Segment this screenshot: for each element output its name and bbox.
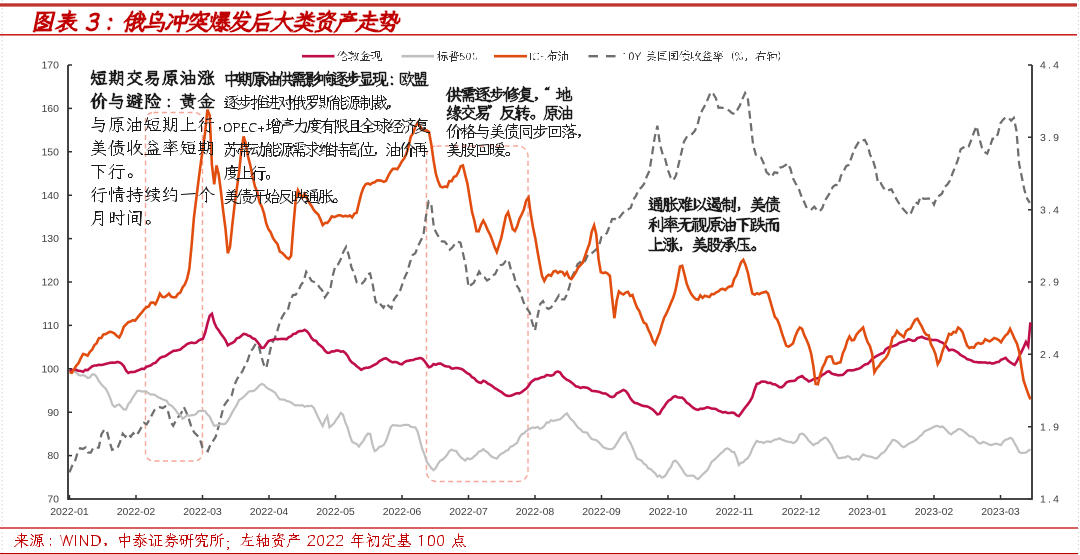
svg-text:2022-04: 2022-04 bbox=[250, 506, 289, 518]
svg-text:100: 100 bbox=[41, 363, 59, 375]
svg-text:90: 90 bbox=[47, 407, 59, 419]
svg-text:140: 140 bbox=[41, 190, 59, 202]
svg-text:1.9: 1.9 bbox=[1040, 421, 1061, 433]
svg-text:110: 110 bbox=[42, 320, 59, 332]
svg-text:2023-01: 2023-01 bbox=[848, 506, 887, 518]
svg-text:2022-02: 2022-02 bbox=[117, 506, 156, 518]
svg-text:2023-02: 2023-02 bbox=[915, 506, 954, 518]
svg-text:120: 120 bbox=[41, 277, 59, 289]
svg-text:3.9: 3.9 bbox=[1040, 132, 1061, 144]
svg-text:2023-03: 2023-03 bbox=[981, 506, 1020, 518]
svg-text:4.4: 4.4 bbox=[1040, 60, 1061, 72]
svg-text:130: 130 bbox=[41, 233, 59, 245]
svg-text:150: 150 bbox=[41, 146, 59, 158]
svg-text:2022-07: 2022-07 bbox=[449, 506, 488, 518]
svg-text:2022-12: 2022-12 bbox=[782, 506, 821, 518]
svg-text:2022-08: 2022-08 bbox=[516, 506, 555, 518]
svg-text:2.9: 2.9 bbox=[1040, 277, 1061, 289]
svg-text:2022-03: 2022-03 bbox=[183, 506, 222, 518]
svg-text:80: 80 bbox=[47, 450, 59, 462]
svg-text:2.4: 2.4 bbox=[1040, 349, 1061, 361]
svg-text:2022-11: 2022-11 bbox=[716, 506, 754, 518]
svg-text:1.4: 1.4 bbox=[1040, 494, 1061, 506]
svg-text:2022-06: 2022-06 bbox=[383, 506, 422, 518]
svg-text:2022-01: 2022-01 bbox=[50, 506, 89, 518]
svg-text:3.4: 3.4 bbox=[1040, 204, 1061, 216]
svg-text:2022-05: 2022-05 bbox=[316, 506, 355, 518]
svg-text:2022-09: 2022-09 bbox=[582, 506, 621, 518]
svg-text:170: 170 bbox=[41, 60, 59, 72]
svg-text:160: 160 bbox=[41, 103, 59, 115]
svg-text:70: 70 bbox=[47, 494, 59, 506]
svg-text:2022-10: 2022-10 bbox=[649, 506, 688, 518]
